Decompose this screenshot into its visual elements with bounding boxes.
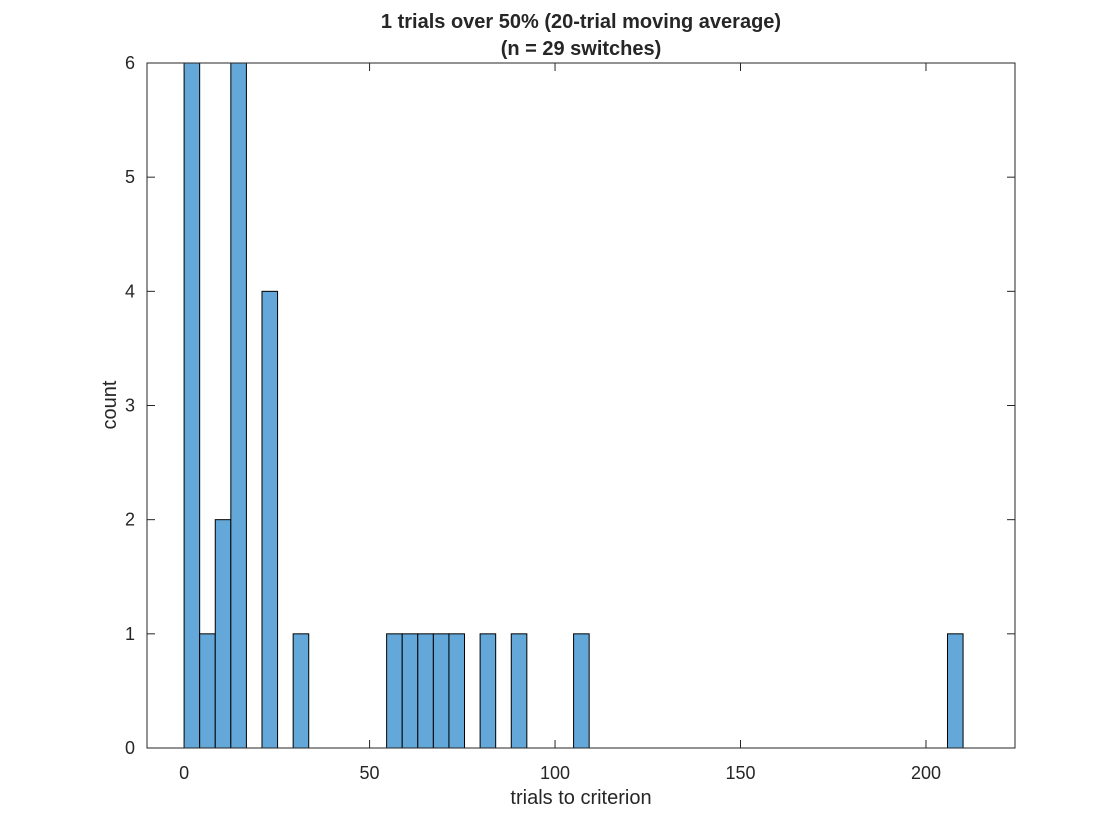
histogram-bar: [510, 633, 528, 749]
histogram-bar: [292, 633, 310, 749]
y-axis-label: count: [99, 380, 121, 429]
x-tick-label: 100: [540, 763, 570, 783]
histogram-bar: [183, 62, 201, 749]
chart-title-line-1: 1 trials over 50% (20-trial moving avera…: [381, 11, 781, 33]
x-tick-label: 50: [360, 763, 380, 783]
histogram-bar: [386, 633, 403, 749]
y-tick-label: 3: [125, 396, 135, 416]
histogram-bar: [448, 633, 466, 749]
histogram-bar: [199, 633, 216, 749]
y-tick-label: 2: [125, 510, 135, 530]
x-axis: 0 50 100 150 200: [179, 63, 941, 783]
y-tick-label: 0: [125, 738, 135, 758]
histogram-bar: [401, 633, 419, 749]
y-axis: 0 1 2 3 4 5 6: [125, 53, 1015, 758]
y-tick-label: 5: [125, 167, 135, 187]
histogram-bar: [214, 519, 232, 749]
chart-title: 1 trials over 50% (20-trial moving avera…: [381, 11, 781, 60]
histogram-bar: [261, 290, 279, 749]
x-tick-label: 0: [179, 763, 189, 783]
histogram-bars: [183, 62, 964, 749]
histogram-bar: [432, 633, 450, 749]
y-tick-label: 6: [125, 53, 135, 73]
y-tick-label: 1: [125, 624, 135, 644]
x-axis-label: trials to criterion: [510, 787, 651, 809]
y-tick-label: 4: [125, 281, 135, 301]
histogram-bar: [573, 633, 590, 749]
histogram-bar: [479, 633, 497, 749]
x-tick-label: 200: [911, 763, 941, 783]
histogram-bar: [946, 633, 964, 749]
chart-title-line-2: (n = 29 switches): [501, 38, 662, 60]
histogram-bar: [417, 633, 434, 749]
x-tick-label: 150: [725, 763, 755, 783]
histogram-bar: [230, 62, 247, 749]
